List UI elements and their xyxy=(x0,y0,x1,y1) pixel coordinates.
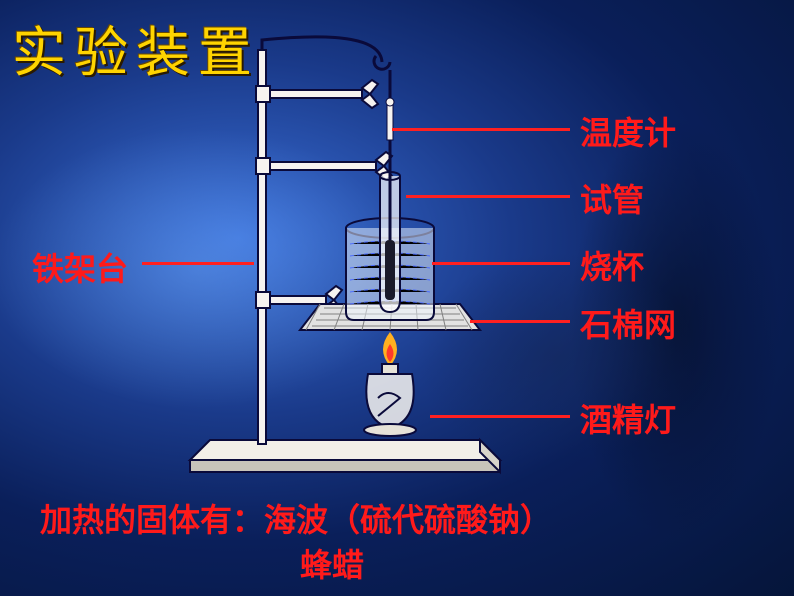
test-tube-substance xyxy=(385,240,395,300)
leader-test-tube xyxy=(406,195,570,198)
leader-wire-gauze xyxy=(470,320,570,323)
leader-beaker xyxy=(432,262,570,265)
label-beaker: 烧杯 xyxy=(580,242,644,288)
stand-top-hook xyxy=(262,37,382,62)
leader-thermometer xyxy=(392,128,570,131)
caption-line-1: 加热的固体有：海波（硫代硫酸钠） xyxy=(40,495,552,541)
leader-stand xyxy=(142,262,254,265)
label-test-tube: 试管 xyxy=(580,175,644,221)
alcohol-lamp xyxy=(364,332,416,436)
stand-rod xyxy=(258,50,266,444)
caption-line-2: 蜂蜡 xyxy=(300,540,364,586)
stand-base xyxy=(190,440,500,472)
label-stand: 铁架台 xyxy=(32,244,128,290)
label-alcohol-lamp: 酒精灯 xyxy=(580,395,676,441)
label-wire-gauze: 石棉网 xyxy=(580,300,676,346)
leader-alcohol-lamp xyxy=(430,415,570,418)
label-thermometer: 温度计 xyxy=(580,108,676,154)
